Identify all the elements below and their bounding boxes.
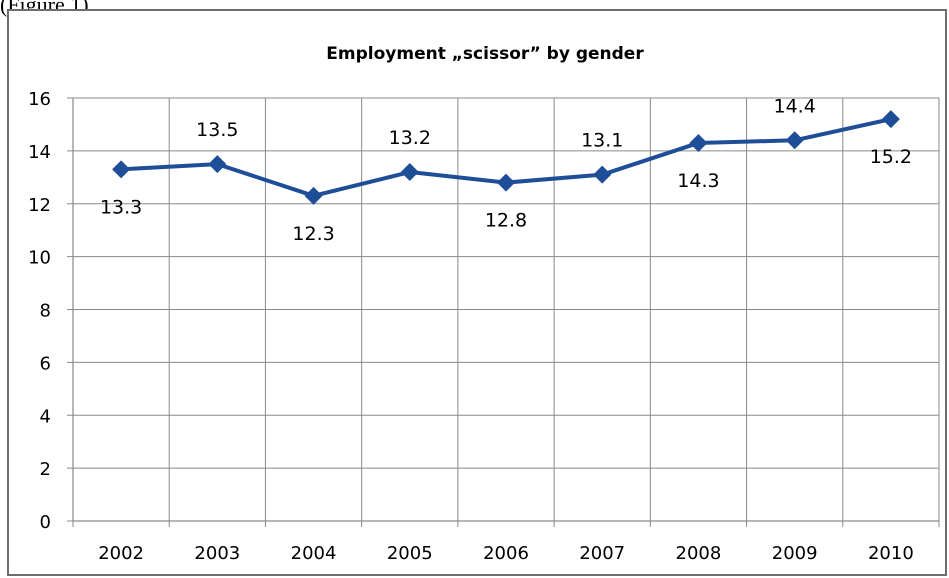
y-tick-label: 16 bbox=[28, 89, 51, 110]
data-point-marker bbox=[593, 165, 612, 184]
x-tick-label: 2006 bbox=[483, 543, 529, 564]
data-label: 14.4 bbox=[774, 95, 816, 117]
data-point-marker bbox=[112, 160, 131, 179]
data-label: 13.2 bbox=[389, 127, 431, 149]
data-point-marker bbox=[881, 110, 900, 129]
y-tick-label: 14 bbox=[28, 142, 51, 163]
grid-layer bbox=[73, 97, 940, 521]
data-label: 12.3 bbox=[292, 223, 334, 245]
data-point-marker bbox=[497, 173, 515, 192]
x-tick-label: 2004 bbox=[291, 543, 337, 564]
x-tick-label: 2002 bbox=[98, 543, 144, 564]
data-label: 13.3 bbox=[100, 196, 142, 218]
y-tick-label: 2 bbox=[40, 459, 51, 480]
data-label-layer: 13.3 13.5 12.3 13.2 12.8 13.1 14.3 14.4 15.2 bbox=[100, 95, 912, 245]
data-point-marker bbox=[785, 131, 804, 150]
x-tick-label: 2008 bbox=[676, 543, 722, 564]
y-tick-label: 12 bbox=[28, 195, 51, 216]
data-label: 12.8 bbox=[485, 210, 527, 232]
y-tick-label: 8 bbox=[40, 301, 51, 322]
data-label: 13.5 bbox=[196, 119, 238, 141]
x-tick-label: 2007 bbox=[579, 543, 625, 564]
chart-svg: Employment „scissor” by gender 0 2 4 6 8 10 12… bbox=[28, 44, 940, 564]
chart-frame: Employment „scissor” by gender 0 2 4 6 8 10 12… bbox=[7, 9, 947, 576]
data-label: 15.2 bbox=[870, 146, 912, 168]
x-tick-label: 2005 bbox=[387, 543, 433, 564]
series-layer bbox=[112, 110, 900, 205]
data-label: 14.3 bbox=[677, 170, 719, 192]
y-tick-label: 6 bbox=[40, 353, 51, 374]
axis-layer: 0 2 4 6 8 10 12 14 16 2002 2003 2004 2005 2006 2007 200… bbox=[28, 89, 940, 564]
y-tick-label: 10 bbox=[28, 248, 51, 269]
x-tick-label: 2010 bbox=[868, 543, 914, 564]
data-point-marker bbox=[208, 155, 227, 174]
x-tick-label: 2003 bbox=[194, 543, 240, 564]
y-tick-label: 4 bbox=[40, 406, 51, 427]
chart-title: Employment „scissor” by gender bbox=[326, 44, 644, 64]
x-tick-label: 2009 bbox=[772, 543, 818, 564]
data-point-marker bbox=[400, 163, 419, 182]
data-point-marker bbox=[304, 186, 323, 205]
data-point-marker bbox=[689, 133, 708, 152]
y-tick-label: 0 bbox=[40, 512, 51, 533]
data-label: 13.1 bbox=[581, 130, 623, 152]
